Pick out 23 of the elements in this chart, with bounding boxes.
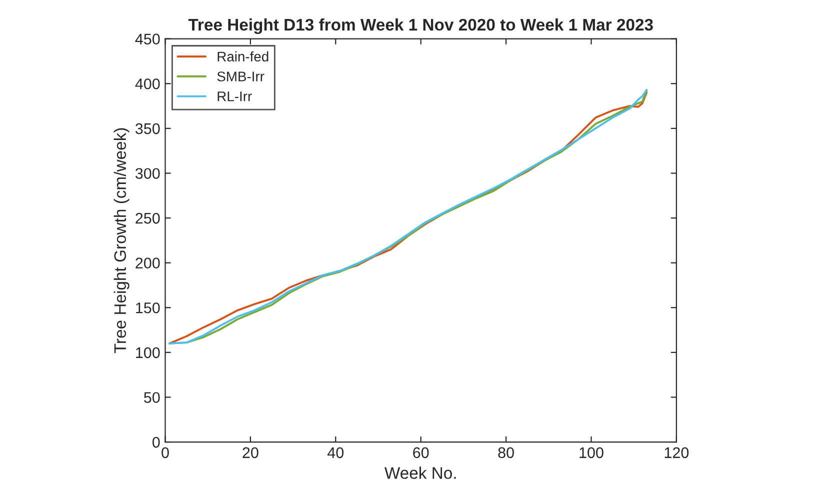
chart-title: Tree Height D13 from Week 1 Nov 2020 to Week 1 Mar 2023 — [188, 18, 653, 34]
x-tick-label: 40 — [327, 447, 344, 458]
x-tick-label: 20 — [242, 447, 258, 458]
y-tick-label: 350 — [135, 123, 160, 134]
x-tick-label: 80 — [498, 447, 514, 458]
y-tick-label: 450 — [135, 34, 160, 44]
y-tick-label: 100 — [136, 347, 160, 358]
y-tick-label: 150 — [136, 302, 160, 314]
legend-label: RL-Irr — [218, 92, 252, 102]
legend-label: Rain-fed — [218, 51, 268, 62]
y-axis-title: Tree Height Growth (cm/week) — [114, 128, 130, 354]
x-tick-label: 100 — [580, 447, 604, 458]
x-tick-label: 0 — [162, 447, 169, 458]
y-tick-label: 250 — [136, 212, 160, 224]
y-tick-label: 0 — [152, 436, 160, 448]
y-tick-label: 50 — [144, 392, 160, 403]
x-tick-label: 120 — [664, 447, 689, 458]
y-tick-label: 200 — [136, 258, 160, 268]
x-tick-label: 60 — [413, 447, 429, 458]
y-tick-label: 400 — [135, 78, 160, 90]
legend-label: SMB-Irr — [217, 72, 264, 82]
x-axis-title: Week No. — [384, 466, 456, 479]
y-tick-label: 300 — [135, 168, 160, 179]
